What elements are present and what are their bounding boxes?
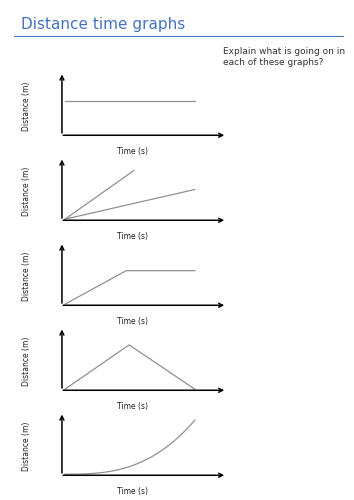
Text: Time (s): Time (s) [116,148,148,156]
Text: Distance (m): Distance (m) [22,252,31,301]
Text: Time (s): Time (s) [116,232,148,241]
Text: Explain what is going on in
each of these graphs?: Explain what is going on in each of thes… [223,48,345,67]
Text: Time (s): Time (s) [116,402,148,411]
Text: Distance time graphs: Distance time graphs [21,18,185,32]
Text: Time (s): Time (s) [116,318,148,326]
Text: Distance (m): Distance (m) [22,166,31,216]
Text: Time (s): Time (s) [116,488,148,496]
Text: Distance (m): Distance (m) [22,336,31,386]
Text: Distance (m): Distance (m) [22,82,31,131]
Text: Distance (m): Distance (m) [22,422,31,471]
